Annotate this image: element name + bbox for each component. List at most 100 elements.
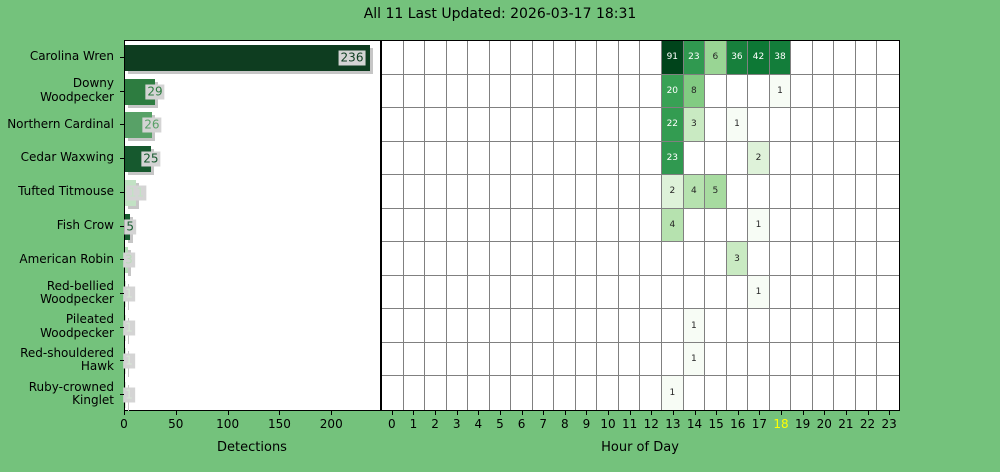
heatmap-cell bbox=[727, 376, 749, 410]
heatmap-cell bbox=[425, 309, 447, 343]
heatmap-cell bbox=[683, 141, 706, 176]
heatmap-cell bbox=[468, 41, 490, 75]
hour-of-day-axis-label: Hour of Day bbox=[601, 440, 679, 455]
species-label-line: Kinglet bbox=[72, 393, 114, 408]
heatmap-cell bbox=[382, 376, 404, 410]
heatmap-cell bbox=[726, 208, 749, 243]
bar-value-label: 5 bbox=[124, 219, 136, 234]
heatmap-cell: 1 bbox=[748, 208, 770, 243]
species-label-line: Red-shouldered bbox=[20, 345, 114, 360]
species-label: Ruby-crowned Kinglet bbox=[0, 377, 114, 411]
heatmap-cell bbox=[425, 376, 447, 410]
species-label: Tufted Titmouse bbox=[0, 175, 114, 209]
hour-tick-label: 12 bbox=[643, 417, 659, 431]
heatmap-cell bbox=[705, 376, 727, 410]
hour-tick bbox=[672, 411, 674, 415]
heatmap-cell bbox=[489, 108, 512, 142]
x-tick bbox=[331, 411, 333, 415]
heatmap-cell: 2 bbox=[662, 175, 684, 209]
heatmap-cell bbox=[812, 208, 835, 243]
heatmap-cell bbox=[748, 108, 770, 142]
hour-tick bbox=[737, 411, 739, 415]
y-tick bbox=[120, 158, 124, 160]
heatmap-cell bbox=[575, 108, 598, 142]
heatmap-cell bbox=[834, 342, 856, 377]
hour-tick-label: 5 bbox=[496, 417, 504, 431]
heatmap-cell bbox=[554, 342, 576, 377]
heatmap-cell bbox=[855, 175, 878, 209]
heatmap-cell bbox=[597, 208, 619, 243]
species-label: Carolina Wren bbox=[0, 40, 114, 74]
hour-tick-label: 16 bbox=[730, 417, 746, 431]
bar-value-label: 3 bbox=[123, 252, 135, 268]
hour-tick bbox=[651, 411, 653, 415]
heatmap-cell bbox=[812, 108, 835, 142]
heatmap-cell bbox=[597, 275, 619, 310]
heatmap-cell bbox=[554, 175, 576, 209]
heatmap-cell bbox=[726, 309, 749, 343]
heatmap-cell bbox=[468, 242, 490, 276]
species-label: Red-shouldered Hawk bbox=[0, 344, 114, 378]
hour-tick bbox=[499, 411, 501, 415]
heatmap-cell bbox=[446, 108, 469, 142]
heatmap-cell bbox=[382, 74, 404, 109]
heatmap-cell bbox=[618, 342, 641, 377]
heatmap-cell bbox=[618, 275, 641, 310]
heatmap-cell bbox=[532, 141, 555, 176]
heatmap-cell bbox=[705, 108, 727, 142]
hour-tick bbox=[521, 411, 523, 415]
heatmap-cell bbox=[554, 309, 576, 343]
heatmap-cell bbox=[726, 275, 749, 310]
heatmap-cell: 1 bbox=[662, 376, 684, 410]
hour-tick-label: 15 bbox=[708, 417, 724, 431]
heatmap-cell bbox=[554, 74, 576, 109]
heatmap-cell bbox=[748, 242, 770, 276]
heatmap-cell: 20 bbox=[662, 74, 684, 109]
heatmap-cell bbox=[597, 141, 619, 176]
heatmap-cell bbox=[791, 275, 813, 310]
heatmap-cell bbox=[532, 208, 555, 243]
heatmap-cell bbox=[468, 342, 490, 377]
x-tick bbox=[124, 411, 125, 415]
heatmap-cell bbox=[532, 275, 555, 310]
heatmap-cell bbox=[597, 175, 619, 209]
hour-tick-label: 6 bbox=[517, 417, 526, 431]
heatmap-cell bbox=[834, 376, 856, 410]
hour-tick-label: 19 bbox=[795, 417, 811, 431]
heatmap-cell bbox=[662, 309, 684, 343]
heatmap-cell: 4 bbox=[683, 175, 706, 209]
heatmap-cell bbox=[618, 141, 641, 176]
hour-tick bbox=[391, 411, 393, 415]
x-tick-label: 200 bbox=[319, 417, 343, 431]
bar-value-label: 1 bbox=[123, 286, 135, 302]
hour-tick bbox=[586, 411, 588, 415]
species-label-line: Tufted Titmouse bbox=[18, 184, 114, 199]
species-label-line: Ruby-crowned bbox=[28, 379, 114, 394]
hour-tick-label: 8 bbox=[560, 417, 569, 431]
heatmap-cell bbox=[662, 242, 684, 276]
hour-tick bbox=[781, 411, 783, 415]
heatmap-cell bbox=[769, 141, 792, 176]
heatmap-cell bbox=[683, 275, 706, 310]
heatmap-cell bbox=[532, 342, 555, 377]
heatmap-cell bbox=[834, 275, 856, 310]
heatmap-cell bbox=[748, 74, 770, 109]
bar-value-label: 236 bbox=[338, 50, 366, 66]
heatmap-cell: 1 bbox=[748, 275, 770, 310]
heatmap-cell bbox=[791, 108, 813, 142]
heatmap-cell bbox=[640, 242, 663, 276]
hour-tick bbox=[824, 411, 826, 415]
heatmap-cell bbox=[640, 74, 663, 109]
heatmap-cell: 1 bbox=[683, 309, 706, 343]
heatmap-cell bbox=[877, 209, 899, 243]
heatmap-cell bbox=[446, 41, 469, 75]
heatmap-cell: 2 bbox=[748, 141, 770, 176]
hour-tick bbox=[845, 411, 847, 415]
heatmap-cell bbox=[554, 41, 576, 75]
heatmap-cell bbox=[856, 376, 878, 410]
heatmap-cell bbox=[403, 74, 426, 109]
heatmap-cell bbox=[640, 309, 663, 343]
x-tick-label: 100 bbox=[216, 417, 240, 431]
heatmap-cell bbox=[812, 342, 835, 377]
hour-tick-label: 21 bbox=[838, 417, 854, 431]
